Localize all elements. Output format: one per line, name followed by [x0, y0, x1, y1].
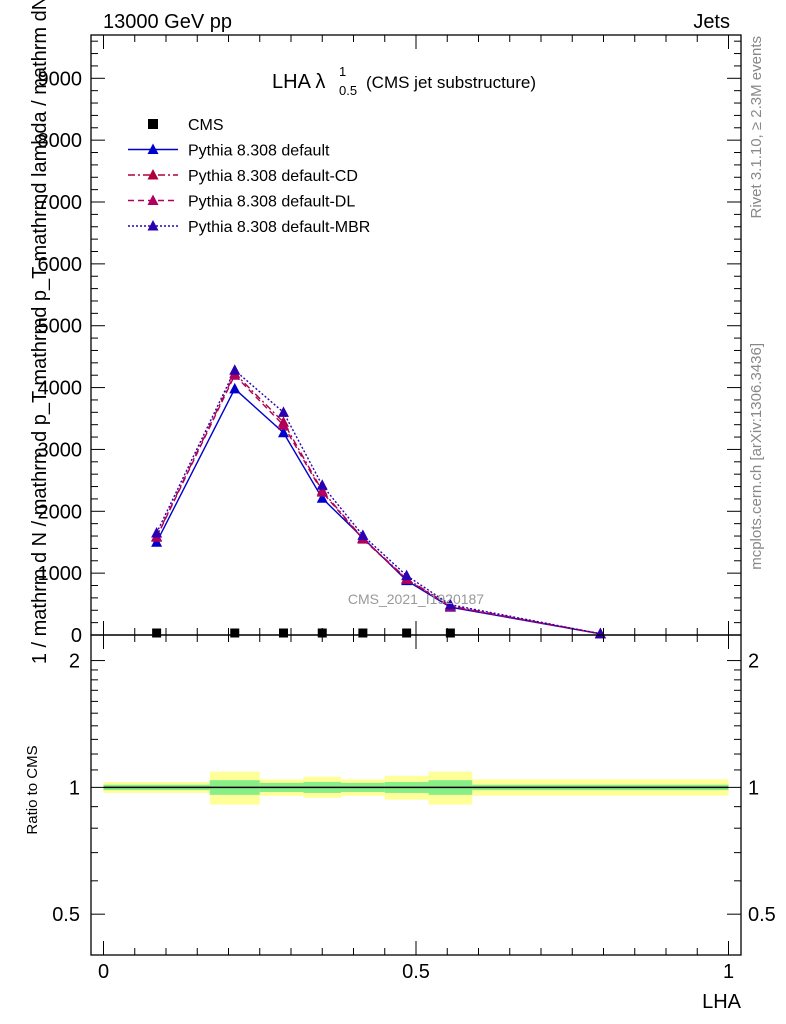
- main-ytick-label: 6000: [38, 254, 83, 276]
- main-ytick-label: 7000: [38, 192, 83, 214]
- legend-marker: [147, 194, 159, 205]
- cms-data-point: [445, 628, 455, 638]
- series-point-4: [357, 529, 369, 540]
- xtick-label: 1: [723, 961, 734, 983]
- main-ytick-label: 5000: [38, 316, 83, 338]
- ratio-ytick-label: 0.5: [52, 904, 80, 926]
- legend-label: Pythia 8.308 default-MBR: [188, 219, 370, 236]
- header-right: Jets: [693, 11, 730, 33]
- main-ytick-label: 0: [71, 625, 82, 647]
- cms-data-point: [230, 628, 240, 638]
- side-text-bottom: mcplots.cern.ch [arXiv:1306.3436]: [748, 343, 765, 570]
- series-point-4: [278, 406, 289, 417]
- ratio-axis-ticks: 0.5 0.5 1 1 2 2 0 0.5 1: [52, 635, 776, 983]
- ratio-ytick-label: 1: [69, 777, 80, 799]
- legend-marker: [147, 169, 159, 180]
- ratio-ytick-label-right: 1: [748, 777, 759, 799]
- main-ytick-label: 9000: [38, 68, 83, 90]
- cms-data-point: [358, 628, 368, 638]
- main-series-lines: [155, 369, 601, 635]
- ylabel-ratio: Ratio to CMS: [24, 745, 41, 834]
- main-axis-ticks: 0 1000 2000 3000 4000 5000 6000 7000 8000 9000: [38, 35, 741, 647]
- legend-label: Pythia 8.308 default-DL: [188, 194, 355, 211]
- ratio-ytick-label-right: 2: [748, 651, 759, 673]
- ratio-ytick-label: 2: [69, 651, 80, 673]
- side-text-top: Rivet 3.1.10, ≥ 2.3M events: [748, 36, 765, 219]
- ylabel-main: 1 / mathrm d N / mathrm d p_T mathrmd p_…: [29, 0, 51, 664]
- series-point-4: [151, 526, 163, 538]
- legend-marker: [147, 220, 159, 231]
- main-ytick-label: 2000: [38, 501, 83, 523]
- plot-title: LHA λ: [272, 71, 325, 93]
- legend-label: Pythia 8.308 default: [188, 143, 330, 160]
- plot-title-suffix: (CMS jet substructure): [366, 73, 536, 92]
- cms-data-point: [152, 628, 162, 638]
- series-point-1: [229, 382, 241, 394]
- legend-label: CMS: [188, 117, 224, 134]
- cms-data-point: [279, 628, 288, 638]
- legend-marker-cms: [148, 119, 158, 129]
- main-ytick-label: 4000: [38, 378, 83, 400]
- xtick-label: 0.5: [402, 961, 430, 983]
- series-point-4: [444, 598, 456, 610]
- ratio-ytick-label-right: 0.5: [748, 904, 776, 926]
- series-point-3: [278, 419, 289, 430]
- main-ytick-label: 1000: [38, 563, 83, 585]
- series-point-4: [401, 569, 413, 581]
- xlabel: LHA: [702, 991, 742, 1013]
- ratio-panel: 0.5 0.5 1 1 2 2 0 0.5 1: [52, 634, 776, 983]
- header-left: 13000 GeV pp: [103, 11, 232, 33]
- series-line-2: [155, 372, 601, 635]
- main-ytick-label: 3000: [38, 439, 83, 461]
- plot-title-sup: 1: [339, 64, 346, 79]
- series-point-4: [229, 364, 241, 375]
- main-ytick-label: 8000: [38, 130, 83, 152]
- legend: CMS Pythia 8.308 default Pythia 8.308 defa…: [128, 117, 370, 236]
- series-line-3: [155, 374, 601, 635]
- legend-marker: [147, 143, 159, 154]
- watermark: CMS_2021_I1920187: [348, 591, 484, 607]
- xtick-label: 0: [98, 961, 109, 983]
- plot-title-main: LHA λ: [272, 71, 325, 93]
- legend-label: Pythia 8.308 default-CD: [188, 168, 358, 185]
- series-point-3: [316, 486, 328, 497]
- series-point-4: [316, 479, 328, 490]
- main-panel: 0 1000 2000 3000 4000 5000 6000 7000 8000 9000: [38, 34, 742, 647]
- series-point-1: [278, 426, 289, 438]
- plot-title-sub: 0.5: [339, 83, 357, 98]
- cms-data-point: [402, 628, 412, 638]
- series-point-1: [316, 492, 328, 503]
- ratio-frame: [90, 634, 742, 956]
